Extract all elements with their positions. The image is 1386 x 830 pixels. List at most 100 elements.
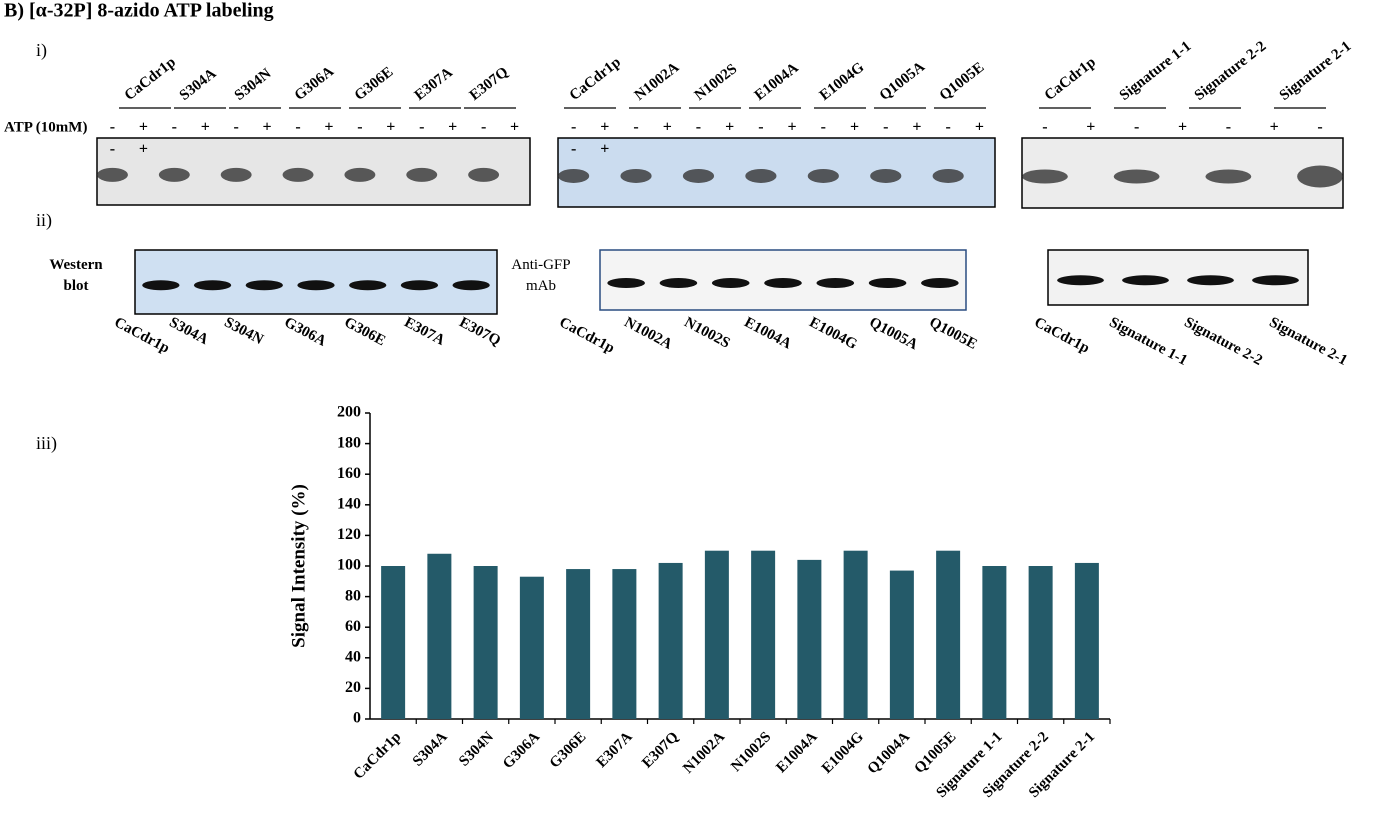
radiolabel-band bbox=[1297, 166, 1343, 188]
x-tick-label: Q1004A bbox=[865, 729, 914, 778]
atp-sign: - bbox=[110, 119, 115, 136]
panel-label: i) bbox=[36, 40, 47, 61]
atp-sign: - bbox=[172, 119, 177, 136]
panel-label: iii) bbox=[36, 433, 57, 454]
western-band bbox=[1122, 275, 1169, 285]
western-band bbox=[1187, 275, 1234, 285]
western-lane-label: S304A bbox=[167, 314, 211, 348]
lane-label: CaCdr1p bbox=[1042, 54, 1099, 104]
bar bbox=[612, 569, 636, 719]
bar bbox=[520, 577, 544, 719]
atp-sign: - bbox=[357, 119, 362, 136]
western-lane-label: CaCdr1p bbox=[112, 314, 173, 356]
atp-sign: + bbox=[975, 119, 984, 136]
x-tick-label: CaCdr1p bbox=[351, 729, 405, 783]
atp-sign: + bbox=[912, 119, 921, 136]
lane-label: CaCdr1p bbox=[567, 54, 624, 104]
x-tick-label: Q1005E bbox=[912, 729, 960, 777]
atp-sign: - bbox=[1317, 119, 1322, 136]
radiolabel-band bbox=[745, 169, 776, 183]
y-tick-label: 100 bbox=[337, 557, 361, 574]
y-tick-label: 200 bbox=[337, 404, 361, 421]
radiolabel-band bbox=[344, 168, 375, 182]
lane-label: E1004G bbox=[817, 59, 868, 104]
atp-sign: - bbox=[571, 119, 576, 136]
atp-sign: - bbox=[696, 119, 701, 136]
western-band bbox=[194, 280, 231, 290]
western-lane-label: N1002S bbox=[682, 314, 733, 351]
bar bbox=[566, 569, 590, 719]
bar bbox=[751, 551, 775, 719]
x-tick-label: E1004A bbox=[773, 729, 820, 776]
atp-sign: - bbox=[1042, 119, 1047, 136]
western-band bbox=[921, 278, 959, 288]
x-tick-label: E307Q bbox=[639, 729, 682, 772]
lane-label: Q1005A bbox=[877, 59, 928, 104]
atp-sign: - bbox=[946, 119, 951, 136]
western-band bbox=[1057, 275, 1104, 285]
bar bbox=[705, 551, 729, 719]
bar bbox=[844, 551, 868, 719]
gel-image bbox=[1022, 138, 1343, 208]
lane-label: Signature 2-2 bbox=[1192, 38, 1270, 104]
western-label: Western blot bbox=[36, 255, 116, 297]
inner-sign: + bbox=[600, 141, 609, 158]
antibody-label-box: Anti-GFP mAb bbox=[506, 255, 591, 305]
western-band bbox=[607, 278, 645, 288]
western-band bbox=[660, 278, 698, 288]
atp-sign: + bbox=[1178, 119, 1187, 136]
atp-sign: + bbox=[600, 119, 609, 136]
atp-sign: + bbox=[510, 119, 519, 136]
atp-sign: - bbox=[758, 119, 763, 136]
atp-sign: - bbox=[295, 119, 300, 136]
radiolabel-band bbox=[406, 168, 437, 182]
western-lane-label: Q1005A bbox=[867, 314, 921, 353]
atp-sign: - bbox=[234, 119, 239, 136]
lane-label: G306A bbox=[292, 63, 337, 103]
western-band bbox=[712, 278, 750, 288]
lane-label: Signature 2-1 bbox=[1277, 38, 1355, 104]
y-tick-label: 80 bbox=[345, 587, 361, 604]
bar bbox=[474, 566, 498, 719]
lane-label: E307A bbox=[412, 64, 456, 103]
western-band bbox=[453, 280, 490, 290]
atp-sign: - bbox=[419, 119, 424, 136]
bar bbox=[1075, 563, 1099, 719]
lane-label: E307Q bbox=[467, 64, 512, 104]
atp-sign: - bbox=[633, 119, 638, 136]
radiolabel-band bbox=[97, 168, 128, 182]
radiolabel-band bbox=[468, 168, 499, 182]
western-band bbox=[1252, 275, 1299, 285]
atp-sign: + bbox=[201, 119, 210, 136]
radiolabel-band bbox=[808, 169, 839, 183]
x-tick-label: E307A bbox=[594, 729, 636, 771]
y-tick-label: 40 bbox=[345, 648, 361, 665]
western-lane-label: Signature 2-2 bbox=[1182, 314, 1265, 368]
bar bbox=[427, 554, 451, 719]
x-tick-label: G306E bbox=[547, 729, 590, 772]
bar bbox=[982, 566, 1006, 719]
atp-sign: + bbox=[663, 119, 672, 136]
panel-label: ii) bbox=[36, 210, 52, 231]
bar bbox=[797, 560, 821, 719]
radiolabel-band bbox=[1022, 170, 1068, 184]
figure-title: B) [α-32P] 8-azido ATP labeling bbox=[4, 0, 274, 22]
x-tick-label: E1004G bbox=[819, 729, 867, 777]
western-lane-label: E307A bbox=[402, 314, 448, 349]
lane-label: Signature 1-1 bbox=[1117, 38, 1195, 104]
atp-sign: + bbox=[1086, 119, 1095, 136]
atp-sign: - bbox=[1134, 119, 1139, 136]
atp-sign: - bbox=[481, 119, 486, 136]
bar bbox=[890, 571, 914, 719]
lane-label: G306E bbox=[352, 64, 397, 104]
western-band bbox=[246, 280, 283, 290]
atp-sign: + bbox=[386, 119, 395, 136]
bar bbox=[936, 551, 960, 719]
atp-sign: + bbox=[448, 119, 457, 136]
radiolabel-band bbox=[683, 169, 714, 183]
western-band bbox=[764, 278, 802, 288]
western-lane-label: Signature 1-1 bbox=[1107, 314, 1190, 368]
radiolabel-band bbox=[1114, 170, 1160, 184]
western-lane-label: Signature 2-1 bbox=[1267, 314, 1350, 368]
inner-sign: + bbox=[139, 141, 148, 158]
